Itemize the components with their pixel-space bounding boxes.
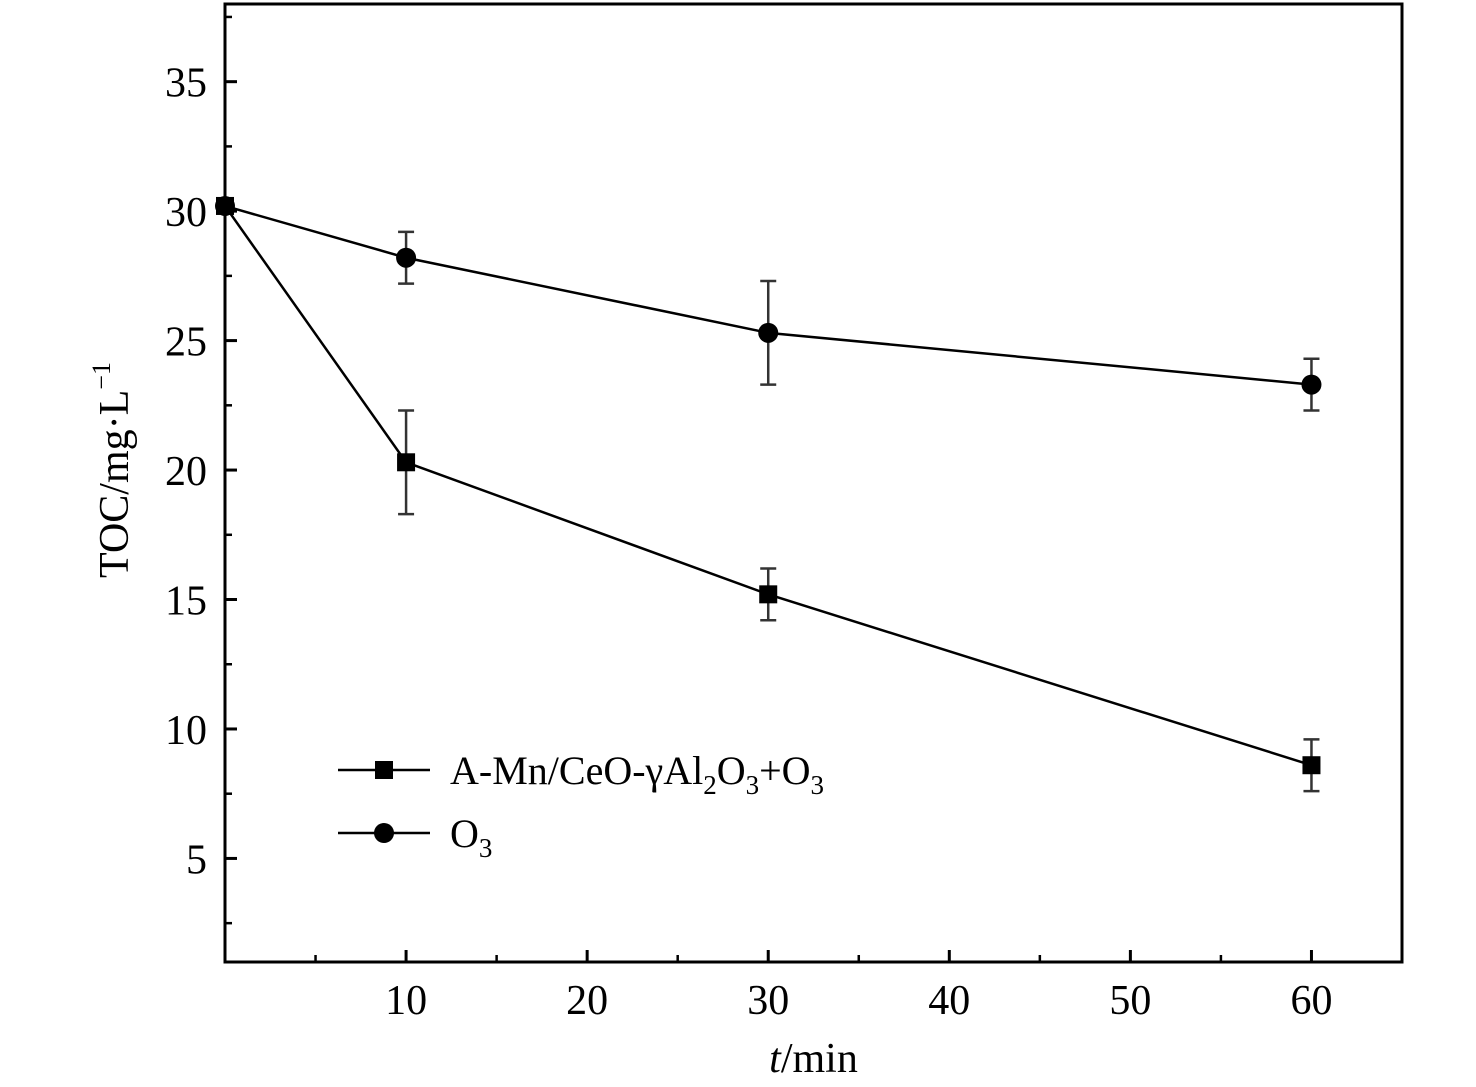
data-point bbox=[396, 247, 417, 268]
y-tick-label: 10 bbox=[165, 708, 207, 754]
legend-marker bbox=[375, 761, 393, 779]
y-tick-label: 35 bbox=[165, 61, 207, 107]
x-tick-label: 10 bbox=[385, 978, 427, 1024]
legend-label: O3 bbox=[450, 811, 492, 863]
x-tick-label: 20 bbox=[566, 978, 608, 1024]
x-tick-label: 50 bbox=[1109, 978, 1151, 1024]
x-tick-label: 40 bbox=[928, 978, 970, 1024]
y-tick-label: 25 bbox=[165, 320, 207, 366]
y-tick-label: 15 bbox=[165, 579, 207, 625]
legend-text: A-Mn/CeO-γAl bbox=[450, 748, 703, 793]
legend-text: O bbox=[717, 748, 746, 793]
y-axis-title-sup: −1 bbox=[87, 362, 116, 390]
data-point bbox=[1302, 756, 1321, 775]
data-point bbox=[1301, 374, 1322, 395]
legend-item-2: O3 bbox=[338, 811, 492, 863]
data-point bbox=[758, 322, 779, 343]
legend-item-1: A-Mn/CeO-γAl2O3+O3 bbox=[338, 748, 824, 800]
y-tick-label: 5 bbox=[186, 837, 207, 883]
plot-frame bbox=[223, 2, 1404, 964]
x-axis-title-unit: /min bbox=[781, 1036, 858, 1082]
y-tick-label: 20 bbox=[165, 449, 207, 495]
axes: 10 20 30 40 50 60 5 10 15 20 25 30 35 bbox=[165, 2, 1404, 1024]
legend-subscript: 2 bbox=[703, 770, 717, 800]
y-axis-title-main: TOC/mg·L bbox=[92, 390, 138, 578]
x-axis-title-var: t bbox=[769, 1036, 782, 1082]
legend-text: O bbox=[450, 811, 479, 856]
y-tick-label: 30 bbox=[165, 190, 207, 236]
legend-label: A-Mn/CeO-γAl2O3+O3 bbox=[450, 748, 824, 800]
data-point bbox=[759, 585, 778, 604]
data-point bbox=[397, 453, 416, 472]
legend-text: +O bbox=[759, 748, 810, 793]
legend-subscript: 3 bbox=[479, 833, 493, 863]
series-2 bbox=[215, 195, 1322, 412]
x-tick-label: 30 bbox=[747, 978, 789, 1024]
y-axis-title: TOC/mg·L−1 bbox=[87, 362, 138, 578]
x-axis-title: t/min bbox=[769, 1036, 858, 1082]
legend-marker bbox=[374, 823, 394, 843]
data-point bbox=[215, 195, 235, 216]
legend-subscript: 3 bbox=[746, 770, 760, 800]
legend-subscript: 3 bbox=[811, 770, 825, 800]
series-line bbox=[223, 205, 1312, 767]
series-layer bbox=[215, 195, 1322, 793]
series-line bbox=[224, 204, 1312, 386]
x-tick-label: 60 bbox=[1290, 978, 1332, 1024]
